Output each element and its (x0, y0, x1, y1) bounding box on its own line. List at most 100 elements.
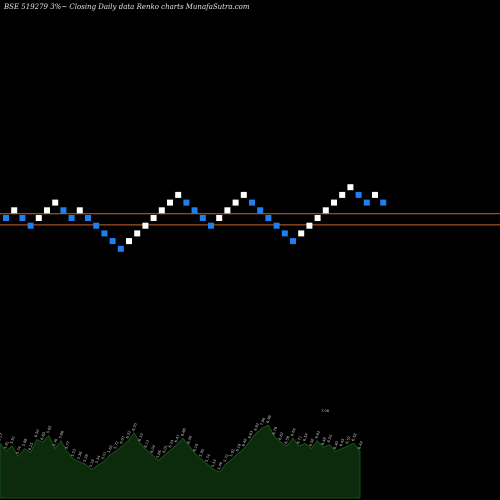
renko-brick-43 (347, 184, 354, 191)
volume-label-22: 6.32 (125, 430, 132, 439)
volume-label-44: 7.06 (260, 417, 267, 427)
volume-label-16: 5.18 (89, 458, 96, 468)
chart-title: BSE 519279 3%~ Closing Daily data Renko … (4, 3, 250, 11)
volume-label-41: 6.40 (241, 437, 248, 447)
volume-label-13: 5.53 (70, 448, 77, 457)
renko-brick-10 (76, 207, 83, 214)
volume-label-27: 5.86 (156, 449, 163, 459)
renko-brick-27 (216, 215, 223, 221)
volume-label-31: 6.66 (180, 427, 187, 437)
volume-label-58: 6.52 (345, 435, 352, 444)
volume-label-60: 6.44 (357, 440, 364, 450)
volume-label-21: 6.07 (119, 435, 126, 444)
volume-label-36: 5.53 (211, 459, 218, 468)
volume-label-32: 6.39 (186, 435, 193, 445)
renko-brick-5 (35, 215, 42, 221)
volume-label-17: 5.34 (95, 454, 102, 464)
volume-label-54: 6.48 (321, 436, 328, 446)
renko-brick-33 (265, 215, 272, 221)
renko-brick-44 (355, 191, 362, 198)
volume-label-20: 5.72 (113, 441, 120, 450)
renko-brick-1 (3, 215, 9, 221)
volume-label-24: 6.33 (137, 433, 144, 442)
renko-brick-47 (380, 199, 387, 206)
volume-label-56: 6.40 (333, 440, 340, 450)
renko-brick-4 (27, 222, 34, 229)
volume-label-7: 6.50 (34, 428, 41, 438)
renko-brick-6 (44, 207, 50, 214)
renko-brick-45 (363, 199, 370, 206)
volume-label-26: 6.04 (150, 444, 157, 454)
renko-brick-20 (158, 207, 165, 214)
volume-label-37: 5.46 (217, 461, 224, 471)
volume-label-28: 6.01 (162, 445, 169, 454)
volume-label-46: 6.79 (272, 426, 279, 436)
volume-label-14: 5.38 (76, 450, 83, 460)
renko-brick-3 (19, 215, 26, 221)
volume-label-42: 6.63 (247, 430, 254, 439)
volume-label-19: 5.62 (107, 445, 114, 454)
volume-label-29: 6.24 (168, 439, 175, 449)
renko-brick-15 (117, 245, 124, 252)
volume-label-57: 6.45 (339, 438, 346, 447)
volume-label-48: 6.58 (284, 435, 291, 445)
volume-label-9: 5.85 (46, 425, 53, 434)
renko-brick-42 (339, 191, 346, 198)
volume-label-43: 6.82 (253, 422, 260, 431)
renko-brick-12 (93, 222, 100, 229)
renko-brick-28 (224, 207, 231, 214)
renko-brick-16 (126, 238, 132, 245)
volume-peak-label: 7.06 (321, 409, 330, 413)
volume-label-18: 5.51 (101, 451, 108, 460)
renko-brick-34 (273, 222, 280, 229)
volume-label-59: 6.58 (351, 432, 358, 442)
renko-brick-36 (290, 238, 296, 245)
renko-brick-32 (257, 207, 264, 214)
volume-label-3: 5.81 (9, 435, 16, 444)
volume-area (0, 424, 361, 499)
volume-label-30: 6.47 (174, 434, 181, 443)
volume-label-15: 5.28 (83, 453, 90, 463)
volume-label-11: 5.86 (58, 430, 65, 440)
renko-brick-24 (191, 207, 198, 214)
volume-label-55: 6.55 (327, 434, 334, 443)
volume-label-47: 6.62 (278, 432, 285, 441)
renko-brick-23 (183, 199, 190, 206)
renko-brick-2 (11, 207, 18, 214)
renko-brick-7 (52, 199, 59, 206)
volume-label-23: 6.55 (131, 422, 138, 431)
volume-label-38: 5.72 (223, 454, 230, 463)
volume-label-39: 5.92 (229, 448, 236, 457)
volume-label-4: 5.74 (15, 445, 22, 455)
renko-brick-21 (167, 199, 173, 206)
volume-label-25: 6.12 (144, 439, 151, 448)
renko-brick-19 (150, 215, 157, 221)
renko-brick-35 (281, 230, 288, 237)
volume-label-49: 6.64 (290, 427, 297, 437)
volume-label-51: 6.54 (302, 432, 309, 442)
renko-brick-37 (298, 230, 305, 237)
renko-brick-31 (249, 199, 255, 206)
volume-label-53: 6.62 (314, 430, 321, 439)
renko-brick-17 (134, 230, 141, 237)
volume-label-52: 6.50 (308, 437, 315, 447)
renko-brick-8 (60, 207, 67, 214)
renko-brick-18 (142, 222, 149, 229)
renko-brick-9 (68, 215, 75, 221)
renko-brick-30 (240, 191, 247, 198)
renko-brick-41 (331, 199, 337, 206)
renko-brick-26 (208, 222, 214, 229)
volume-label-33: 6.18 (192, 443, 199, 453)
renko-brick-14 (109, 238, 116, 245)
renko-brick-39 (314, 215, 321, 221)
volume-label-8: 6.60 (40, 431, 47, 441)
volume-label-1: 6.17 (0, 433, 4, 442)
renko-brick-46 (372, 191, 378, 198)
renko-brick-13 (101, 230, 108, 237)
volume-label-5: 5.98 (22, 437, 29, 447)
renko-brick-11 (85, 215, 91, 221)
renko-brick-38 (306, 222, 313, 229)
volume-label-12: 5.77 (64, 441, 71, 450)
